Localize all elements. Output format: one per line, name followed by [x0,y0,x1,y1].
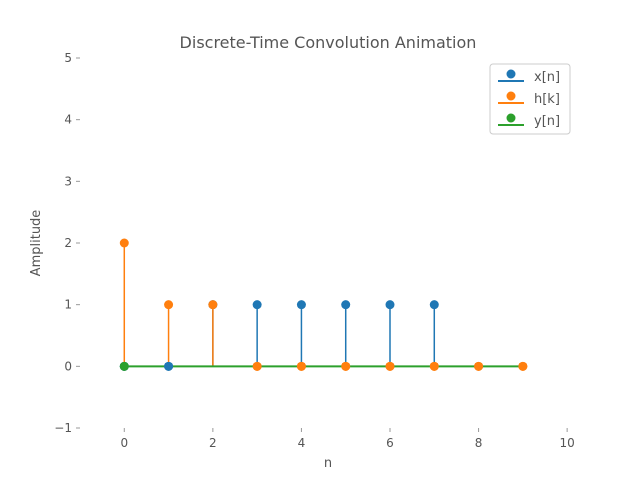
legend-marker [506,69,516,79]
y-tick-label: 5 [64,51,72,65]
baseline-marker [252,361,262,371]
baseline-marker [474,361,484,371]
x-tick-label: 4 [298,436,306,450]
y-axis-label: Amplitude [29,210,44,277]
legend-marker [506,91,516,101]
chart-title: Discrete-Time Convolution Animation [180,33,477,52]
legend-marker [506,113,516,123]
baseline-marker [385,361,395,371]
legend-label: y[n] [534,114,560,129]
y-tick-label: 1 [64,298,72,312]
series-x-n [119,300,439,371]
baseline-marker [296,361,306,371]
y-axis-ticks: −1 0 1 2 3 4 5 [54,51,80,435]
stem-marker [429,300,439,310]
baseline-marker [518,361,528,371]
stem-marker [252,300,262,310]
y-tick-label: 4 [64,113,72,127]
y-tick-label: 2 [64,236,72,250]
legend: x[n] h[k] y[n] [489,63,571,135]
x-tick-label: 2 [209,436,217,450]
stem-marker [208,300,218,310]
stem-marker [119,238,129,248]
y-tick-label: −1 [54,421,72,435]
baseline-marker [429,361,439,371]
y-tick-label: 0 [64,359,72,373]
x-axis-label: n [324,456,332,471]
legend-label: x[n] [534,70,560,85]
baseline-marker [164,361,174,371]
stem-marker [296,300,306,310]
x-axis-ticks: 0 2 4 6 8 10 [120,428,575,450]
x-tick-label: 10 [560,436,575,450]
baseline-marker [341,361,351,371]
baseline-marker [119,361,129,371]
x-tick-label: 8 [475,436,483,450]
legend-label: h[k] [534,92,560,107]
x-tick-label: 0 [120,436,128,450]
y-tick-label: 3 [64,174,72,188]
x-tick-label: 6 [386,436,394,450]
chart-marks [119,238,528,371]
stem-marker [164,300,174,310]
series-h-k [119,238,528,371]
stem-marker [341,300,351,310]
stem-marker [385,300,395,310]
